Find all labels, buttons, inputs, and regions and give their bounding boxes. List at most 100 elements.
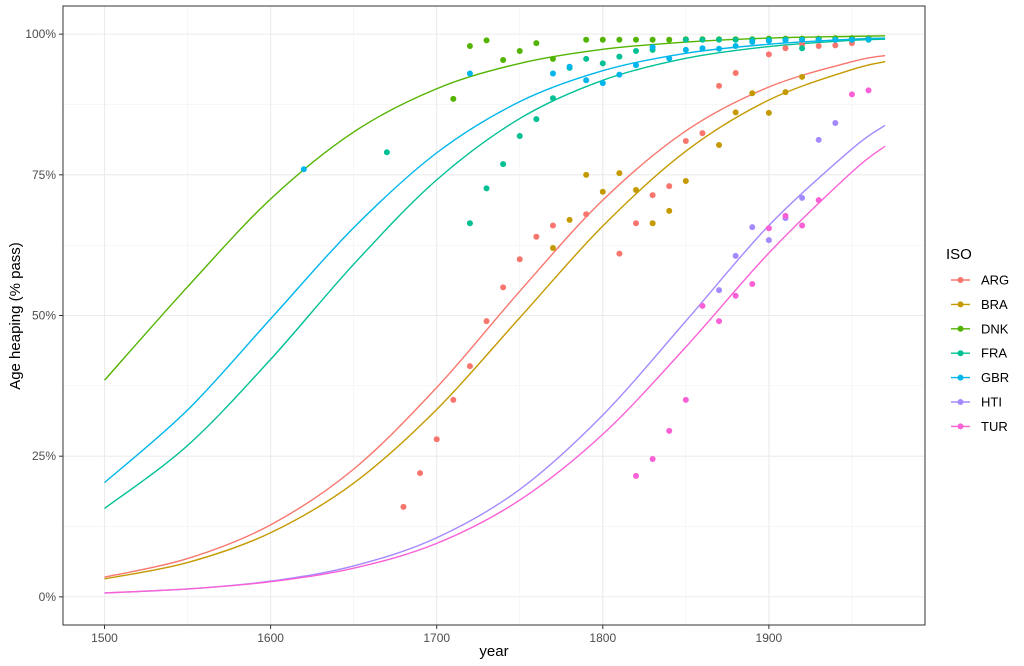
data-point-bra [549,244,556,251]
data-point-arg [616,250,623,257]
data-point-bra [599,188,606,195]
data-point-gbr [716,45,723,52]
data-point-gbr [782,37,789,44]
data-point-hti [832,120,839,127]
data-points [300,35,872,510]
data-point-fra [616,53,623,60]
data-point-arg [500,284,507,291]
legend-item-hti: HTI [951,395,1002,410]
x-tick-label: 1800 [589,631,616,645]
legend-item-dnk: DNK [951,321,1009,336]
fit-lines [103,35,886,594]
legend-item-fra: FRA [951,346,1007,361]
data-point-fra [500,161,507,168]
data-point-gbr [865,36,872,43]
y-axis-title: Age heaping (% pass) [7,242,24,390]
legend-label-hti: HTI [981,395,1002,410]
data-point-hti [799,194,806,201]
data-point-dnk [649,36,656,43]
data-point-tur [682,396,689,403]
data-point-gbr [765,37,772,44]
data-point-dnk [500,57,507,64]
data-point-bra [566,216,573,223]
data-point-gbr [649,44,656,51]
data-point-dnk [583,36,590,43]
data-point-arg [549,222,556,229]
data-point-gbr [466,70,473,77]
data-point-fra [716,36,723,43]
data-point-tur [633,472,640,479]
data-point-bra [749,90,756,97]
data-point-gbr [300,166,307,173]
data-point-hti [749,224,756,231]
fit-line-bra [104,61,886,580]
legend-label-bra: BRA [981,297,1008,312]
data-point-gbr [749,39,756,46]
legend-key-point-fra [957,350,964,357]
legend-item-bra: BRA [951,297,1008,312]
fit-line-gbr [104,37,886,484]
fit-line-arg [104,54,886,578]
data-point-dnk [483,37,490,44]
legend: ISO ARG BRA DNK FRA GBR HTI TUR [946,246,1009,434]
data-point-gbr [616,71,623,78]
data-point-arg [583,211,590,218]
data-point-gbr [799,36,806,43]
data-point-gbr [633,62,640,69]
data-point-gbr [599,80,606,87]
data-point-tur [815,197,822,204]
data-point-gbr [682,46,689,53]
legend-item-arg: ARG [951,273,1009,288]
legend-title: ISO [946,246,972,263]
data-point-arg [400,503,407,510]
data-point-arg [832,42,839,49]
data-point-dnk [616,36,623,43]
grid [63,6,925,625]
data-point-bra [583,171,590,178]
data-point-hti [716,287,723,294]
data-point-dnk [666,36,673,43]
data-point-tur [649,455,656,462]
data-point-fra [383,149,390,156]
data-point-dnk [533,40,540,47]
data-point-bra [716,141,723,148]
data-point-arg [716,82,723,89]
x-tick-label: 1900 [756,631,783,645]
legend-label-tur: TUR [981,419,1008,434]
data-point-gbr [732,42,739,49]
data-point-dnk [633,36,640,43]
data-point-arg [666,183,673,190]
data-point-arg [732,69,739,76]
data-point-tur [749,280,756,287]
y-tick-label: 0% [39,590,57,604]
data-point-gbr [699,45,706,52]
data-point-arg [433,436,440,443]
legend-label-dnk: DNK [981,321,1009,336]
data-point-gbr [848,36,855,43]
data-point-arg [450,396,457,403]
data-point-tur [799,222,806,229]
data-point-gbr [549,70,556,77]
data-point-dnk [549,55,556,62]
data-point-bra [616,170,623,177]
data-point-dnk [599,36,606,43]
data-point-bra [649,220,656,227]
data-point-gbr [832,36,839,43]
data-point-arg [765,51,772,58]
legend-item-tur: TUR [951,419,1008,434]
data-point-fra [483,185,490,192]
data-point-arg [466,363,473,370]
data-point-fra [799,45,806,52]
legend-key-point-hti [957,399,964,405]
data-point-fra [466,220,473,227]
fit-line-dnk [103,35,886,381]
data-point-bra [782,89,789,96]
y-tick-label: 100% [25,27,56,41]
legend-item-gbr: GBR [951,370,1009,385]
fit-line-fra [104,38,886,510]
data-point-tur [865,87,872,94]
legend-key-point-tur [957,423,964,430]
y-tick-label: 75% [32,168,56,182]
data-point-arg [815,42,822,49]
x-axis-ticks: 1500 1600 1700 1800 1900 [91,625,783,645]
